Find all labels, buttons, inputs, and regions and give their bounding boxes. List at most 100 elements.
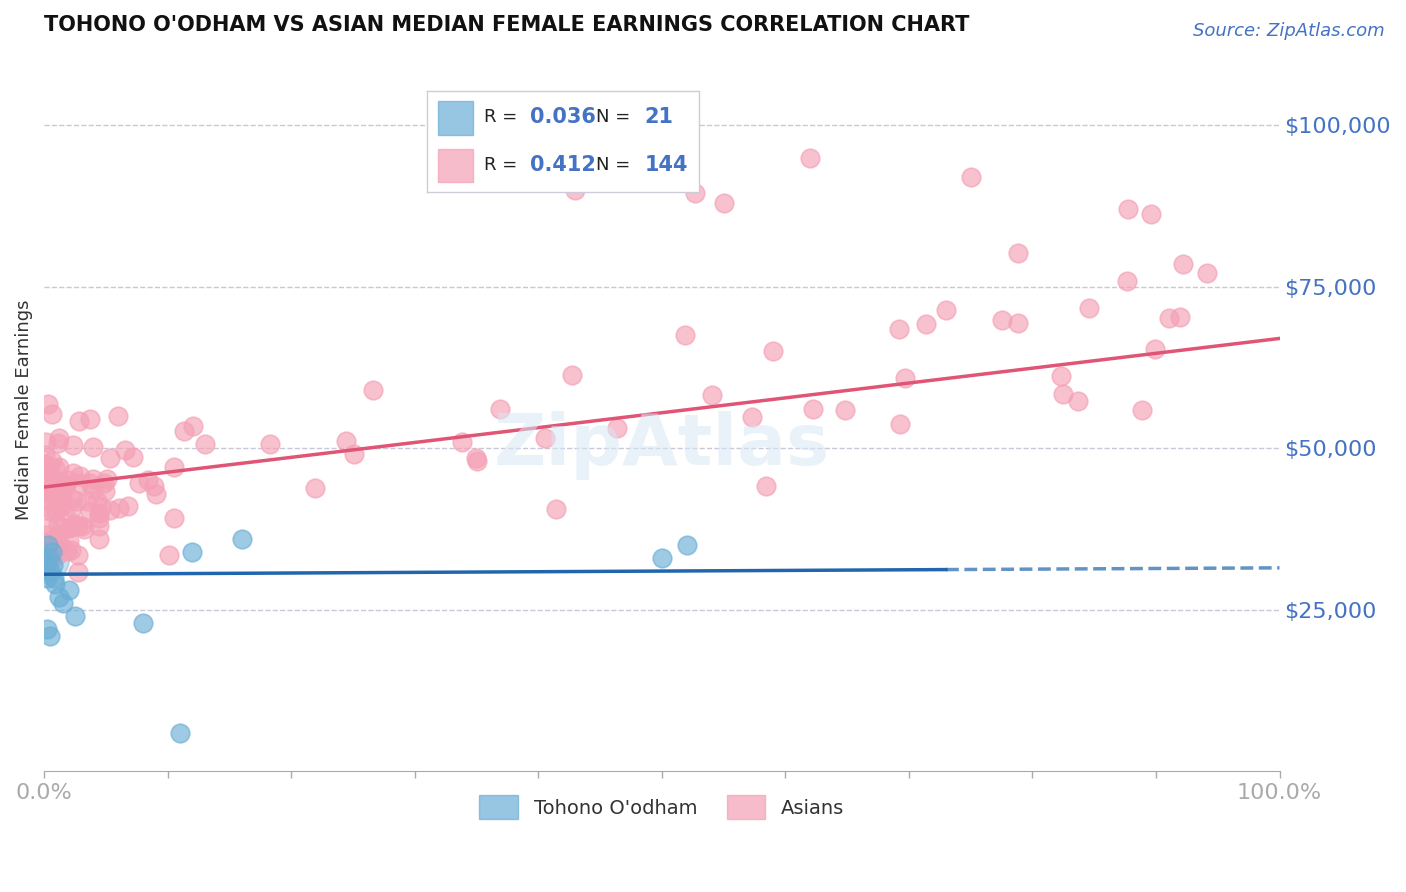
Point — [35, 570, 58, 584]
Point — [34, 482, 56, 496]
Point — [60, 543, 83, 558]
Point — [803, 401, 825, 416]
Point — [87, 533, 110, 547]
Point — [534, 431, 557, 445]
Point — [44, 577, 66, 591]
Point — [93, 476, 115, 491]
Point — [34, 449, 56, 463]
Point — [38, 460, 60, 475]
Point — [1118, 202, 1140, 216]
Point — [48, 460, 70, 475]
Point — [38, 554, 60, 568]
Point — [651, 551, 673, 566]
Point — [117, 500, 139, 514]
Point — [34, 473, 56, 487]
Point — [1050, 368, 1073, 383]
Point — [834, 402, 856, 417]
Point — [35, 483, 58, 497]
Text: Source: ZipAtlas.com: Source: ZipAtlas.com — [1194, 22, 1385, 40]
Point — [82, 482, 104, 496]
Point — [42, 570, 65, 584]
Point — [53, 505, 76, 519]
Point — [79, 505, 101, 519]
Point — [741, 410, 763, 425]
Point — [66, 565, 89, 579]
Text: TOHONO O'ODHAM VS ASIAN MEDIAN FEMALE EARNINGS CORRELATION CHART: TOHONO O'ODHAM VS ASIAN MEDIAN FEMALE EA… — [44, 15, 970, 35]
Point — [79, 412, 101, 426]
Point — [606, 420, 628, 434]
Point — [564, 183, 586, 197]
Point — [46, 489, 69, 503]
Point — [157, 548, 180, 562]
Point — [45, 548, 67, 562]
Point — [465, 450, 488, 465]
Point — [173, 424, 195, 438]
Point — [49, 538, 72, 552]
Point — [38, 482, 60, 496]
Point — [66, 548, 89, 562]
Point — [38, 551, 60, 566]
Point — [45, 482, 67, 496]
Point — [1168, 310, 1191, 325]
Point — [82, 472, 104, 486]
Point — [1139, 207, 1161, 221]
Point — [41, 542, 63, 557]
Point — [98, 503, 121, 517]
Point — [39, 500, 62, 515]
Point — [39, 629, 62, 643]
Point — [67, 475, 90, 490]
Point — [60, 491, 83, 506]
Point — [98, 451, 121, 466]
Point — [489, 402, 512, 417]
Point — [107, 409, 129, 423]
Point — [38, 493, 60, 508]
Point — [465, 453, 488, 467]
Point — [335, 434, 357, 448]
Point — [90, 500, 112, 515]
Point — [62, 466, 84, 480]
Point — [39, 485, 62, 500]
Point — [51, 520, 73, 534]
Text: ZipAtlas: ZipAtlas — [494, 411, 830, 480]
Point — [163, 459, 186, 474]
Point — [1067, 393, 1090, 408]
Point — [58, 534, 80, 549]
Point — [41, 474, 63, 488]
Point — [60, 501, 83, 516]
Point — [35, 435, 58, 450]
Point — [762, 343, 785, 358]
Point — [96, 472, 118, 486]
Point — [894, 371, 917, 385]
Point — [56, 473, 79, 487]
Point — [73, 522, 96, 536]
Point — [42, 558, 65, 572]
Point — [128, 475, 150, 490]
Point — [35, 528, 58, 542]
Point — [1144, 343, 1167, 357]
Point — [194, 437, 217, 451]
Point — [35, 467, 58, 482]
Point — [122, 450, 145, 464]
Point — [561, 368, 583, 382]
Point — [48, 431, 70, 445]
Point — [69, 469, 91, 483]
Point — [231, 532, 253, 546]
Point — [673, 327, 696, 342]
Point — [39, 478, 62, 492]
Point — [991, 313, 1014, 327]
Point — [1197, 266, 1219, 280]
Point — [685, 186, 707, 200]
Point — [934, 303, 956, 318]
Point — [35, 483, 58, 497]
Point — [343, 447, 366, 461]
Point — [259, 437, 281, 451]
Point — [94, 484, 117, 499]
Point — [35, 477, 58, 491]
Point — [48, 590, 70, 604]
Point — [86, 494, 108, 508]
Y-axis label: Median Female Earnings: Median Female Earnings — [15, 300, 32, 520]
Point — [42, 472, 65, 486]
Point — [1052, 386, 1074, 401]
Point — [959, 169, 981, 184]
Legend: Tohono O'odham, Asians: Tohono O'odham, Asians — [471, 788, 852, 827]
